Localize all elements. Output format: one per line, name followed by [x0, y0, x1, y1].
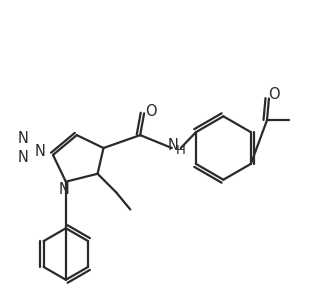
Text: N: N: [34, 145, 45, 159]
Text: O: O: [268, 87, 280, 102]
Text: N: N: [58, 182, 69, 197]
Text: N: N: [18, 150, 29, 165]
Text: O: O: [145, 104, 157, 119]
Text: N: N: [18, 131, 29, 146]
Text: N: N: [167, 138, 178, 153]
Text: H: H: [176, 145, 186, 157]
